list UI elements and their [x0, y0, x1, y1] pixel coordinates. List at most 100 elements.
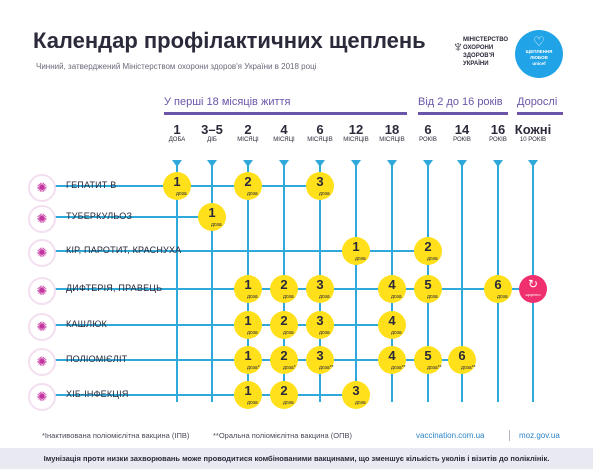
dose-word: доза** [319, 365, 334, 371]
column-age-number: 6 [424, 122, 432, 137]
dose-word: доза [283, 330, 294, 336]
dose-marker: 5 доза** [414, 346, 442, 374]
dose-word: доза** [391, 365, 406, 371]
booster-word: щорічно [525, 292, 541, 297]
dose-marker: 1 доза [342, 237, 370, 265]
disease-label: ПОЛІОМІЄЛІТ [66, 354, 128, 364]
booster-marker: ↻ щорічно [519, 275, 547, 303]
column-arrow-icon [387, 160, 397, 167]
dose-word: доза [497, 294, 508, 300]
dose-marker: 2 доза [270, 381, 298, 409]
dose-marker: 6 доза [484, 275, 512, 303]
bottom-info-bar: Імунізація проти низки захворювань може … [0, 448, 593, 469]
dose-marker: 3 доза [342, 381, 370, 409]
column-arrow-icon [207, 160, 217, 167]
dose-marker: 5 доза [414, 275, 442, 303]
dose-marker: 4 доза [378, 311, 406, 339]
column-arrow-icon [243, 160, 253, 167]
dose-word: доза [319, 330, 330, 336]
dose-word: доза [283, 400, 294, 406]
link-vaccination[interactable]: vaccination.com.ua [416, 431, 485, 440]
column-age-number: 14 [454, 122, 470, 137]
dose-marker: 6 доза** [448, 346, 476, 374]
dose-marker: 3 доза [306, 311, 334, 339]
column-age-number: Кожні [514, 122, 552, 137]
pertussis-bacteria-icon: ✺ [28, 313, 56, 341]
column-arrow-icon [351, 160, 361, 167]
column-age-number: 1 [173, 122, 181, 137]
dose-number: 1 [244, 348, 252, 363]
dose-number: 2 [280, 277, 288, 292]
column-header: 1 доба [157, 122, 197, 144]
dose-marker: 2 доза [414, 237, 442, 265]
dose-word: доза [427, 294, 438, 300]
dose-number: 1 [244, 313, 252, 328]
disease-label: ГЕПАТИТ В [66, 180, 117, 190]
dose-number: 3 [316, 174, 324, 189]
dose-word: доза [355, 400, 366, 406]
hepatitis-b-virus-icon: ✺ [28, 174, 56, 202]
group-label-children: Від 2 до 16 років [418, 96, 503, 108]
dose-marker: 3 доза** [306, 346, 334, 374]
column-age-number: 6 [316, 122, 324, 137]
dose-number: 4 [388, 348, 396, 363]
link-moz[interactable]: moz.gov.ua [519, 431, 560, 440]
row-line [54, 250, 428, 252]
dose-marker: 1 доза [234, 275, 262, 303]
dose-word: доза [176, 191, 187, 197]
column-header: 6 місяців [300, 122, 340, 144]
column-age-unit: місяців [379, 137, 405, 143]
disease-label: КІР, ПАРОТИТ, КРАСНУХА [66, 245, 182, 255]
dose-marker: 2 доза [270, 275, 298, 303]
column-age-number: 16 [490, 122, 506, 137]
dose-marker: 3 доза [306, 275, 334, 303]
dose-number: 1 [208, 205, 216, 220]
group-underline-adults [517, 112, 563, 115]
page-title: Календар профілактичних щеплень [33, 28, 426, 53]
column-header: 14 років [442, 122, 482, 144]
ministry-name: МІНІСТЕРСТВО ОХОРОНИ ЗДОРОВ'Я УКРАЇНИ [463, 37, 509, 67]
column-age-number: 18 [384, 122, 400, 137]
dose-number: 3 [316, 313, 324, 328]
unicef-logo: ♡ ЩЕПЛЕННЯ ЛЮБОВ unicef [515, 30, 563, 78]
dose-word: доза** [427, 365, 442, 371]
column-arrow-icon [528, 160, 538, 167]
repeat-icon: ↻ [527, 277, 539, 291]
dose-marker: 2 доза [234, 172, 262, 200]
dose-marker: 2 доза [270, 311, 298, 339]
dose-word: доза [247, 400, 258, 406]
dose-marker: 2 доза* [270, 346, 298, 374]
dose-word: доза [391, 294, 402, 300]
column-header: Кожні 10 років [513, 122, 553, 144]
column-arrow-icon [279, 160, 289, 167]
bottom-info-text: Імунізація проти низки захворювань може … [43, 454, 550, 463]
dose-number: 6 [458, 348, 466, 363]
dose-marker: 3 доза [306, 172, 334, 200]
dose-word: доза** [461, 365, 476, 371]
disease-label: ДИФТЕРІЯ, ПРАВЕЦЬ [66, 283, 163, 293]
column-age-unit: доба [168, 137, 186, 143]
group-underline-children [418, 112, 508, 115]
page-subtitle: Чинний, затверджений Міністерством охоро… [36, 62, 317, 71]
column-line [176, 166, 178, 402]
dose-word: доза [247, 294, 258, 300]
column-arrow-icon [172, 160, 182, 167]
dose-number: 1 [244, 277, 252, 292]
dose-number: 4 [388, 277, 396, 292]
dose-word: доза [355, 256, 366, 262]
column-arrow-icon [315, 160, 325, 167]
dose-word: доза [319, 191, 330, 197]
column-age-unit: 10 років [519, 137, 547, 143]
row-line [54, 394, 356, 396]
column-age-number: 2 [244, 122, 252, 137]
diphtheria-bacteria-icon: ✺ [28, 277, 56, 305]
column-age-unit: місяці [237, 137, 259, 143]
dose-number: 1 [352, 239, 360, 254]
poliovirus-icon: ✺ [28, 348, 56, 376]
column-line [461, 166, 463, 402]
dose-word: доза [211, 222, 222, 228]
dose-number: 5 [424, 348, 432, 363]
footnote-ipv: *Інактивована поліомієлітна вакцина (ІПВ… [42, 431, 190, 440]
heart-icon: ♡ [533, 34, 545, 49]
